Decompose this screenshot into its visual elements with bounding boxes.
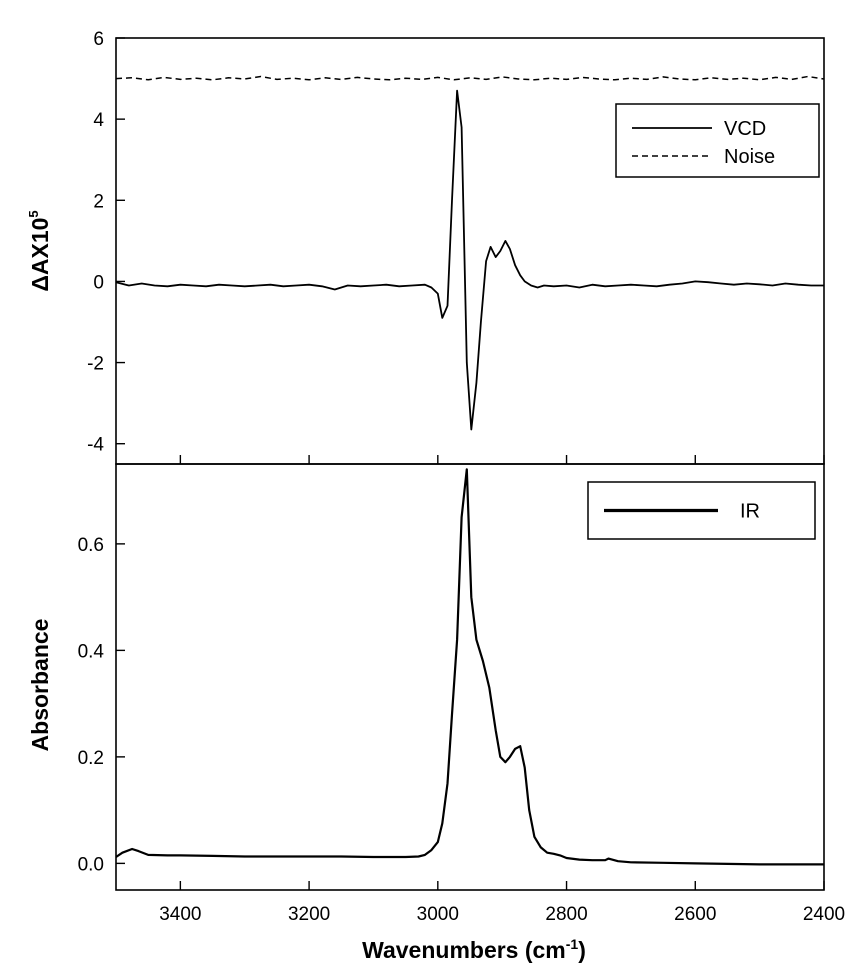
y-tick-label: 0 (93, 272, 104, 293)
x-tick-label: 2400 (803, 904, 845, 925)
x-axis-title-exponent: -1 (566, 936, 579, 952)
ir-x-axis: 3400 3200 3000 2800 2600 2400 (159, 881, 845, 925)
y-tick-label: 4 (93, 110, 104, 131)
y-tick-label: 2 (93, 191, 104, 212)
y-tick-label: -2 (87, 354, 104, 375)
vcd-x-axis-ticks (179, 455, 825, 464)
y-tick-label: -4 (87, 435, 104, 456)
vcd-y-axis-title-exponent: 5 (26, 210, 41, 217)
y-tick-label: 0.4 (78, 641, 105, 662)
ir-legend: IR (587, 481, 816, 540)
y-tick-label: 0.6 (78, 535, 104, 556)
x-axis-title-base: Wavenumbers (cm (362, 937, 566, 963)
vcd-y-axis: 6 4 2 0 -2 -4 (87, 29, 125, 456)
noise-legend-label: Noise (724, 146, 775, 168)
x-tick-label: 3200 (288, 904, 330, 925)
vcd-y-axis-title-base: ΔAX10 (27, 218, 53, 292)
x-tick-label: 3000 (417, 904, 459, 925)
x-tick-label: 2800 (545, 904, 587, 925)
y-tick-label: 0.2 (78, 748, 104, 769)
x-tick-label: 2600 (674, 904, 716, 925)
ir-series-line (115, 468, 824, 866)
noise-series-line (115, 75, 825, 81)
ir-legend-label: IR (740, 501, 760, 523)
y-tick-label: 6 (93, 29, 104, 50)
vcd-series-group (115, 75, 825, 431)
vcd-legend: VCD Noise (615, 103, 820, 178)
vcd-y-axis-title: ΔAX105 (26, 210, 53, 291)
ir-plot-frame (115, 463, 825, 891)
ir-panel: 0.6 0.4 0.2 0.0 3400 3200 3000 2800 2600 2400 IR… (27, 463, 845, 963)
legend-box (615, 103, 820, 178)
ir-y-axis-title: Absorbance (27, 619, 53, 752)
x-tick-label: 3400 (159, 904, 201, 925)
vcd-panel: 6 4 2 0 -2 -4 VCD Noise ΔAX105 (26, 29, 825, 465)
vcd-legend-label: VCD (724, 118, 766, 140)
y-tick-label: 0.0 (78, 854, 104, 875)
ir-series-group (115, 468, 824, 866)
x-axis-title-suffix: ) (578, 937, 586, 963)
vcd-series-line (115, 89, 824, 431)
ir-y-axis: 0.6 0.4 0.2 0.0 (78, 535, 125, 875)
x-axis-title: Wavenumbers (cm-1) (362, 936, 586, 963)
